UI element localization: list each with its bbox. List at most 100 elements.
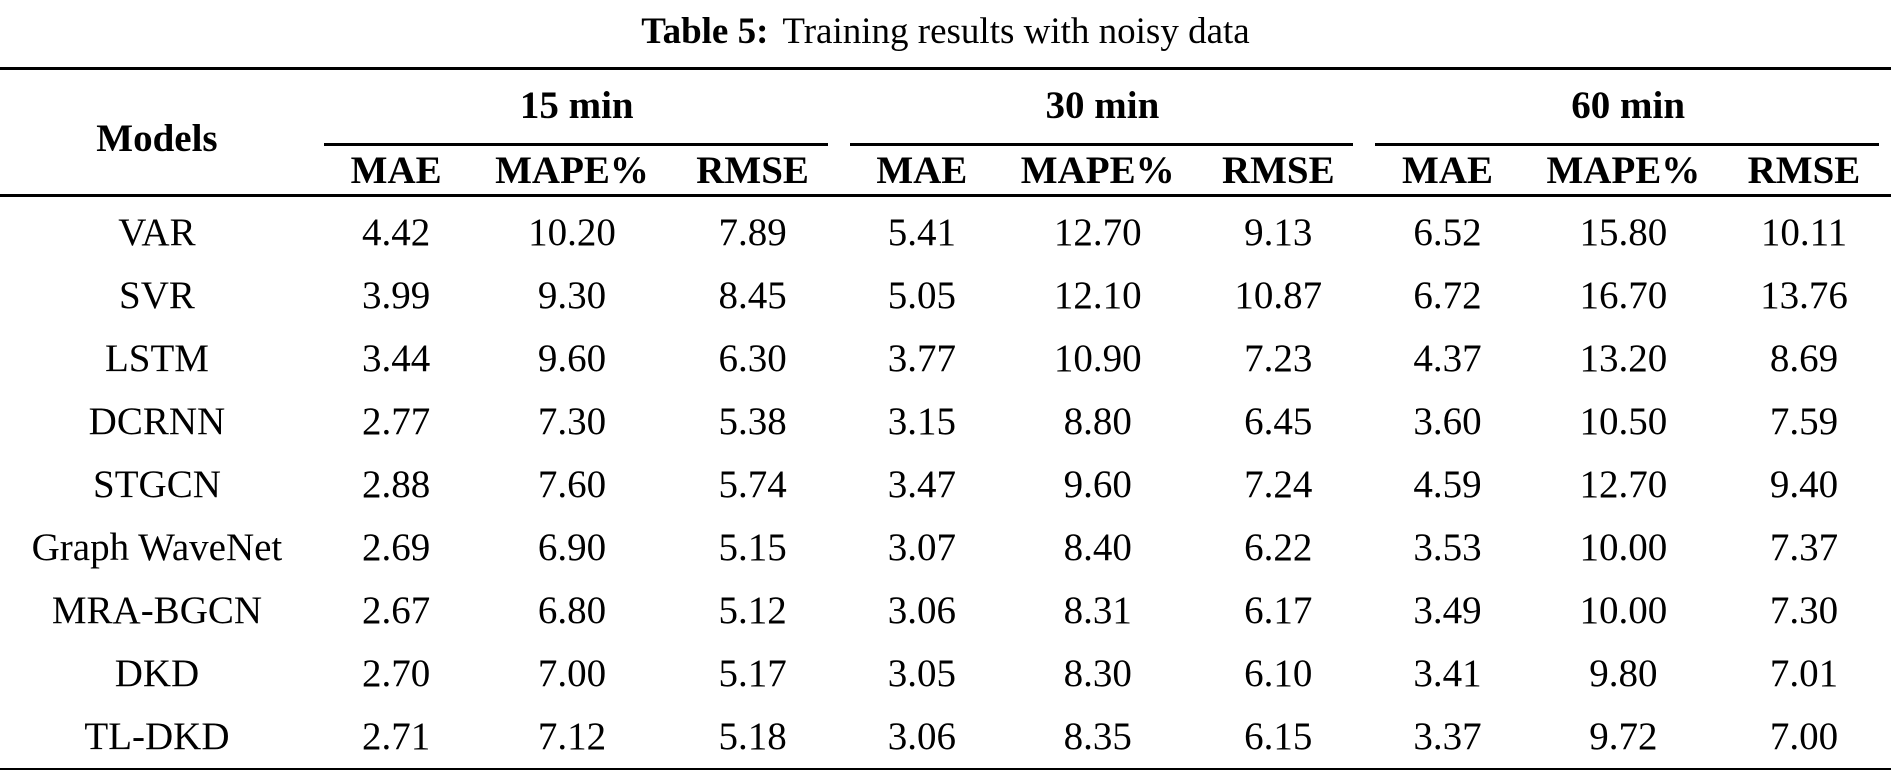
metric-value: 7.89 (718, 211, 787, 254)
model-name: DKD (114, 652, 200, 695)
metric-value: 3.05 (887, 652, 956, 695)
metric-value: 2.88 (362, 463, 431, 506)
metric-value: 6.80 (537, 589, 607, 632)
table-row: VAR 4.42 10.20 7.89 5.41 12.70 9.13 6.52 15.80 10… (0, 196, 1891, 265)
metric-value: 7.37 (1769, 526, 1839, 569)
metric-value: 5.38 (718, 400, 787, 443)
table-row: TL-DKD 2.71 7.12 5.18 3.06 8.35 6.15 3.37 9.72 7.… (0, 705, 1891, 770)
metric-value: 6.17 (1244, 589, 1313, 632)
metric-value: 10.11 (1760, 211, 1848, 254)
metric-value: 12.70 (1579, 463, 1668, 506)
metric-value: 13.20 (1579, 337, 1668, 380)
metric-header-60min-rmse: RMSE (1716, 146, 1891, 197)
metric-value: 9.60 (1063, 463, 1132, 506)
metric-value: 6.30 (718, 337, 787, 380)
metric-header-15min-rmse: RMSE (665, 146, 840, 197)
metric-value: 9.40 (1769, 463, 1839, 506)
metric-value: 7.01 (1769, 652, 1839, 695)
metric-value: 6.15 (1244, 715, 1313, 758)
table-row: STGCN 2.88 7.60 5.74 3.47 9.60 7.24 4.59 12.70 9.… (0, 453, 1891, 516)
metric-value: 7.24 (1244, 463, 1313, 506)
metric-header-30min-mae: MAE (839, 146, 1005, 197)
metric-value: 9.60 (537, 337, 607, 380)
metric-value: 6.72 (1413, 274, 1482, 317)
metric-value: 8.40 (1063, 526, 1132, 569)
metric-value: 8.80 (1063, 400, 1132, 443)
metric-value: 6.10 (1244, 652, 1313, 695)
model-name: SVR (119, 274, 195, 317)
metric-value: 12.10 (1053, 274, 1142, 317)
metric-header-15min-mae: MAE (313, 146, 479, 197)
metric-value: 2.71 (362, 715, 431, 758)
metric-value: 3.15 (887, 400, 956, 443)
metric-value: 6.45 (1244, 400, 1313, 443)
table-caption-label: Table 5: (641, 11, 769, 52)
metric-value: 3.44 (362, 337, 431, 380)
metric-value: 2.70 (362, 652, 431, 695)
metric-value: 7.00 (1769, 715, 1839, 758)
metric-value: 4.37 (1413, 337, 1482, 380)
metric-value: 12.70 (1053, 211, 1142, 254)
metric-value: 4.59 (1413, 463, 1482, 506)
metric-value: 3.37 (1413, 715, 1482, 758)
metric-value: 3.77 (887, 337, 956, 380)
metric-value: 10.00 (1579, 589, 1668, 632)
table-caption-text: Training results with noisy data (782, 11, 1250, 52)
metric-header-30min-rmse: RMSE (1191, 146, 1366, 197)
results-table: Models 15 min 30 min 60 min MAE MAPE% RMSE… (0, 67, 1891, 770)
table-row: MRA-BGCN 2.67 6.80 5.12 3.06 8.31 6.17 3.49 10.0… (0, 579, 1891, 642)
metric-value: 3.41 (1413, 652, 1482, 695)
metric-value: 7.23 (1244, 337, 1313, 380)
metric-header-60min-mape: MAPE% (1529, 146, 1717, 197)
metric-value: 3.60 (1413, 400, 1482, 443)
metric-value: 6.52 (1413, 211, 1482, 254)
metric-value: 5.74 (718, 463, 787, 506)
metric-value: 10.20 (528, 211, 616, 254)
metric-value: 7.60 (537, 463, 607, 506)
metric-value: 5.05 (887, 274, 956, 317)
metric-value: 8.45 (718, 274, 787, 317)
metric-value: 5.15 (718, 526, 787, 569)
metric-value: 9.80 (1589, 652, 1658, 695)
metric-value: 5.12 (718, 589, 787, 632)
metric-header-60min-mae: MAE (1365, 146, 1530, 197)
group-header-15min: 15 min (314, 69, 840, 147)
table-row: DKD 2.70 7.00 5.17 3.05 8.30 6.10 3.41 9.80 7.01 (0, 642, 1891, 705)
metric-value: 10.90 (1053, 337, 1142, 380)
metric-value: 5.41 (887, 211, 956, 254)
metric-header-30min-mape: MAPE% (1004, 146, 1192, 197)
metric-value: 3.47 (887, 463, 956, 506)
table-row: Graph WaveNet 2.69 6.90 5.15 3.07 8.40 6.22 3.5… (0, 516, 1891, 579)
group-header-30min: 30 min (840, 69, 1366, 147)
metric-value: 9.30 (537, 274, 607, 317)
column-header-models: Models (0, 68, 314, 197)
model-name: VAR (118, 211, 196, 254)
metric-value: 8.31 (1063, 589, 1132, 632)
metric-value: 3.06 (887, 589, 956, 632)
metric-value: 10.87 (1234, 274, 1323, 317)
table-row: DCRNN 2.77 7.30 5.38 3.15 8.80 6.45 3.60 10.50 7.… (0, 390, 1891, 453)
metric-value: 8.30 (1063, 652, 1132, 695)
metric-header-15min-mape: MAPE% (478, 146, 666, 197)
metric-value: 9.13 (1244, 211, 1313, 254)
metric-value: 9.72 (1589, 715, 1658, 758)
metric-value: 7.30 (537, 400, 607, 443)
metric-value: 6.90 (537, 526, 607, 569)
metric-value: 5.18 (718, 715, 787, 758)
metric-value: 16.70 (1579, 274, 1668, 317)
group-header-row: Models 15 min 30 min 60 min (0, 68, 1891, 197)
model-name: MRA-BGCN (51, 589, 263, 632)
metric-value: 4.42 (362, 211, 431, 254)
metric-value: 3.99 (362, 274, 431, 317)
model-name: DCRNN (88, 400, 226, 443)
group-header-60min: 60 min (1365, 69, 1891, 147)
metric-value: 3.07 (887, 526, 956, 569)
model-name: TL-DKD (84, 715, 230, 758)
results-table-body: VAR 4.42 10.20 7.89 5.41 12.70 9.13 6.52 15.80 10… (0, 196, 1891, 770)
metric-value: 2.69 (362, 526, 431, 569)
metric-value: 8.69 (1769, 337, 1839, 380)
metric-value: 10.00 (1579, 526, 1668, 569)
metric-value: 2.67 (362, 589, 431, 632)
metric-value: 7.12 (537, 715, 607, 758)
